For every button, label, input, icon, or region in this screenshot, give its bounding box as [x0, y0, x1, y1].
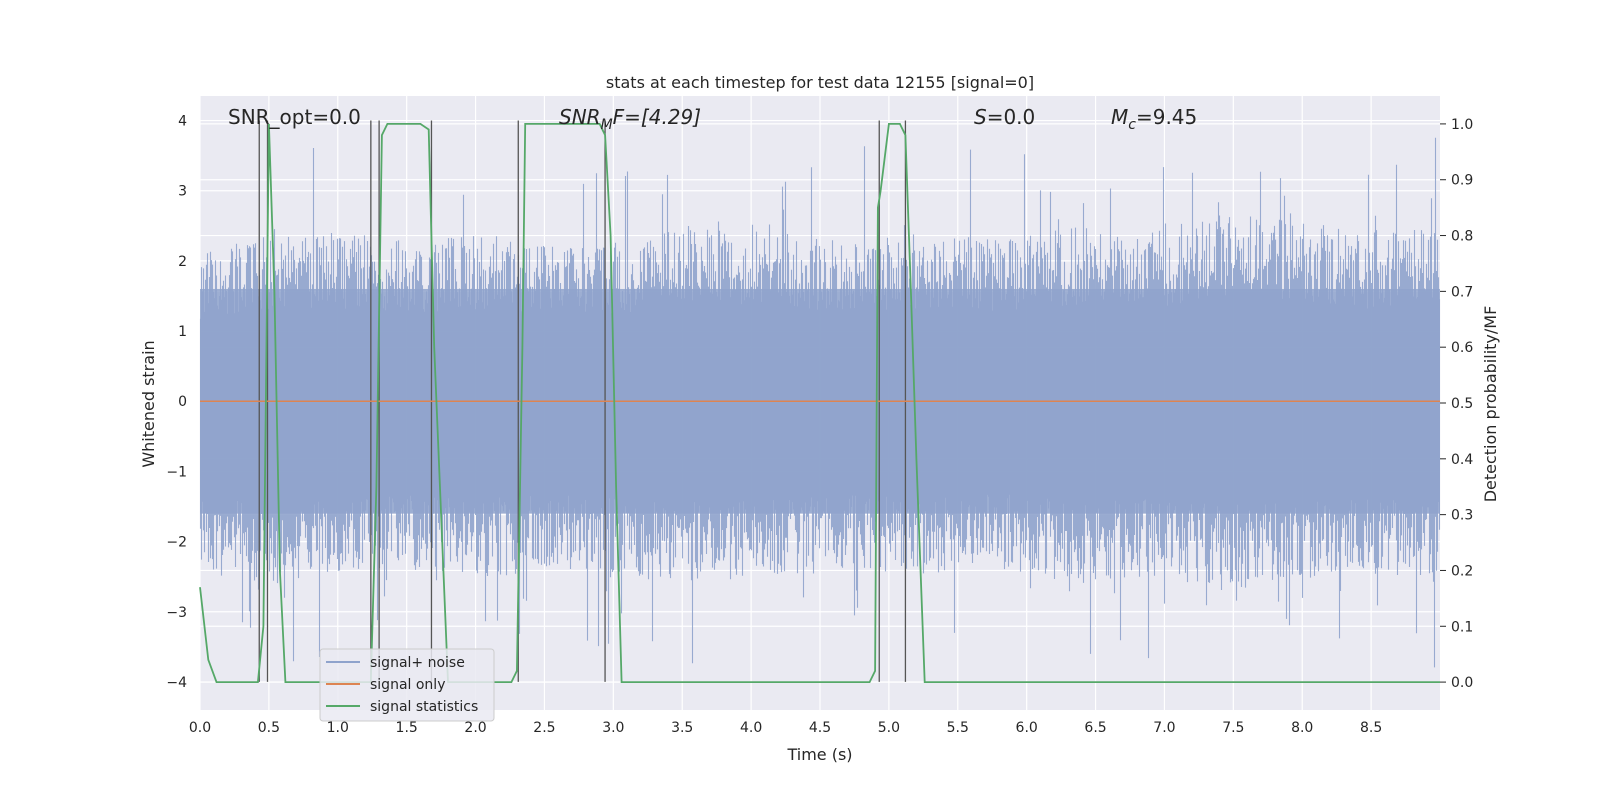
x-tick-label-14: 7.0	[1153, 720, 1175, 736]
y-right-tick-label-10: 0.0	[1451, 675, 1473, 691]
legend-box	[319, 648, 495, 722]
x-tick-label-0: 0.0	[189, 720, 211, 736]
annotation-mc: Mc=9.45	[1111, 105, 1197, 133]
x-tick-label-13: 6.5	[1084, 720, 1106, 736]
y-tick-label-2: 2	[178, 254, 187, 270]
x-tick-label-2: 1.0	[327, 720, 349, 736]
signal-statistics-series	[199, 123, 1440, 683]
x-tick-label-8: 4.0	[740, 720, 762, 736]
y-tick-label-1: 3	[178, 184, 187, 200]
y-tick-label-4: 0	[178, 394, 187, 410]
y-right-tick-label-5: 0.5	[1451, 396, 1473, 412]
signal-statistics-line	[199, 123, 1440, 683]
y-axis-right-label: Detection probability/MF	[1481, 306, 1500, 503]
y-right-tick-label-7: 0.3	[1451, 508, 1473, 524]
legend-label-noise: signal+ noise	[370, 655, 465, 671]
legend: signal+ noise signal only signal statist…	[319, 648, 495, 722]
x-tick-label-12: 6.0	[1016, 720, 1038, 736]
x-axis-label: Time (s)	[786, 745, 852, 764]
annotation-s: S=0.0	[974, 105, 1035, 129]
annotation-snr-mf: SNRMF=[4.29]	[559, 105, 701, 133]
y-tick-label-7: −3	[166, 605, 187, 621]
x-axis: 0.0 0.5 1.0 1.5 2.0 2.5 3.0 3.5 4.0 4.5 5.0 5.5 6.0 6…	[189, 720, 1382, 736]
x-tick-label-7: 3.5	[671, 720, 693, 736]
legend-label-statistics: signal statistics	[370, 699, 478, 715]
x-tick-label-15: 7.5	[1222, 720, 1244, 736]
y-tick-label-0: 4	[178, 114, 187, 130]
x-tick-label-4: 2.0	[464, 720, 486, 736]
y-right-tick-label-4: 0.6	[1451, 340, 1473, 356]
legend-label-signal-only: signal only	[370, 677, 445, 693]
y-tick-label-3: 1	[178, 324, 187, 340]
chart-title: stats at each timestep for test data 121…	[606, 73, 1034, 92]
x-tick-label-6: 3.0	[602, 720, 624, 736]
y-tick-label-8: −4	[166, 675, 187, 691]
y-tick-label-5: −1	[166, 464, 187, 480]
annotation-snr-opt: SNR_opt=0.0	[228, 105, 361, 129]
x-tick-label-5: 2.5	[533, 720, 555, 736]
x-tick-label-17: 8.5	[1360, 720, 1382, 736]
x-tick-label-3: 1.5	[396, 720, 418, 736]
y-right-tick-label-2: 0.8	[1451, 229, 1473, 245]
y-axis-left: 4 3 2 1 0 −1 −2 −3 −4	[166, 114, 187, 691]
y-axis-right: 1.0 0.9 0.8 0.7 0.6 0.5 0.4 0.3 0.2 0.1 0.0	[1440, 117, 1473, 691]
x-tick-label-11: 5.5	[947, 720, 969, 736]
y-tick-label-6: −2	[166, 535, 187, 551]
x-tick-label-9: 4.5	[809, 720, 831, 736]
y-right-tick-label-9: 0.1	[1451, 619, 1473, 635]
y-right-tick-label-8: 0.2	[1451, 563, 1473, 579]
x-tick-label-1: 0.5	[258, 720, 280, 736]
x-tick-label-10: 5.0	[878, 720, 900, 736]
x-tick-label-16: 8.0	[1291, 720, 1313, 736]
y-right-tick-label-3: 0.7	[1451, 284, 1473, 300]
y-axis-label: Whitened strain	[139, 340, 158, 467]
y-right-tick-label-6: 0.4	[1451, 452, 1473, 468]
y-right-tick-label-0: 1.0	[1451, 117, 1473, 133]
y-right-tick-label-1: 0.9	[1451, 173, 1473, 189]
